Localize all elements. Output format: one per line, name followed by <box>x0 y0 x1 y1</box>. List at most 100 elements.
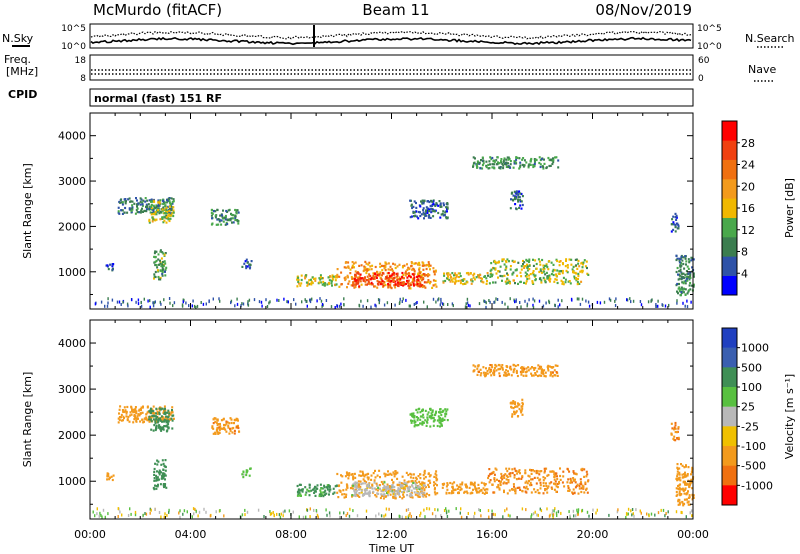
echo-cell <box>467 273 470 276</box>
echo-cell <box>328 490 331 493</box>
echo-cell <box>425 267 428 271</box>
echo-cell <box>537 258 540 261</box>
echo-cell <box>542 484 545 487</box>
echo-cell <box>479 374 482 377</box>
echo-cell <box>323 284 326 287</box>
echo-cell <box>128 197 131 200</box>
echo-cell <box>483 482 486 485</box>
echo-cell <box>441 483 444 486</box>
echo-cell <box>354 493 357 496</box>
echo-cell <box>162 263 165 266</box>
echo-cell <box>416 284 419 287</box>
echo-cell <box>381 482 384 486</box>
speckle-cell <box>129 507 131 511</box>
speckle-cell <box>309 298 311 302</box>
echo-cell <box>536 370 539 373</box>
echo-cell <box>155 474 158 477</box>
echo-cell <box>490 262 493 265</box>
speckle-cell <box>496 298 499 301</box>
speckle-cell <box>193 512 195 516</box>
echo-cell <box>117 206 120 209</box>
echo-cell <box>558 270 561 273</box>
echo-cell <box>537 491 540 494</box>
speckle-cell <box>401 300 403 303</box>
echo-cell <box>545 271 548 274</box>
echo-cell <box>163 419 166 422</box>
echo-cell <box>336 268 339 271</box>
echo-cell <box>154 263 157 267</box>
echo-cell <box>536 374 539 378</box>
echo-cell <box>314 494 317 497</box>
echo-cell <box>127 415 130 418</box>
echo-cell <box>166 411 168 414</box>
echo-cell <box>677 223 680 226</box>
speckle-cell <box>431 512 434 516</box>
echo-cell <box>427 279 430 282</box>
echo-cell <box>425 424 428 427</box>
echo-cell <box>677 287 680 290</box>
speckle-cell <box>520 305 522 309</box>
echo-cell <box>153 424 156 427</box>
echo-cell <box>351 264 354 267</box>
y-tick-label: 1000 <box>58 475 86 488</box>
echo-cell <box>406 279 408 282</box>
echo-cell <box>331 277 334 280</box>
echo-cell <box>406 494 409 497</box>
echo-cell <box>389 490 392 493</box>
echo-cell <box>677 427 680 430</box>
echo-cell <box>122 410 125 414</box>
echo-cell <box>676 463 679 466</box>
echo-cell <box>426 275 429 278</box>
echo-cell <box>564 265 567 268</box>
echo-cell <box>506 281 509 284</box>
echo-cell <box>298 491 301 494</box>
echo-cell <box>157 207 160 210</box>
echo-cell <box>463 491 466 494</box>
echo-cell <box>451 272 454 275</box>
echo-cell <box>377 486 380 489</box>
speckle-cell <box>540 509 543 513</box>
echo-cell <box>164 201 167 204</box>
echo-cell <box>689 281 692 285</box>
echo-cell <box>137 417 139 420</box>
echo-cell <box>558 482 561 485</box>
echo-cell <box>446 482 449 485</box>
echo-cell <box>515 158 518 161</box>
echo-cell <box>472 484 475 487</box>
echo-cell <box>691 266 694 269</box>
echo-cell <box>248 263 251 266</box>
echo-cell <box>692 258 695 261</box>
echo-cell <box>476 166 478 169</box>
echo-cell <box>546 275 549 278</box>
echo-cell <box>463 278 466 281</box>
echo-cell <box>429 264 432 267</box>
echo-cell <box>579 270 582 273</box>
speckle-cell <box>559 303 561 307</box>
echo-cell <box>553 374 556 377</box>
echo-cell <box>511 401 514 404</box>
echo-cell <box>464 282 467 285</box>
speckle-cell <box>495 297 497 301</box>
echo-cell <box>384 264 387 267</box>
speckle-cell <box>117 507 119 511</box>
echo-cell <box>154 428 157 432</box>
echo-cell <box>411 206 414 210</box>
echo-cell <box>357 282 360 285</box>
speckle-cell <box>168 297 171 300</box>
echo-cell <box>545 484 548 488</box>
echo-cell <box>165 424 168 427</box>
echo-cell <box>501 475 504 478</box>
echo-cell <box>321 487 324 490</box>
echo-cell <box>343 266 346 269</box>
echo-cell <box>155 250 158 253</box>
echo-cell <box>513 476 516 479</box>
colorbar-swatch <box>722 256 737 276</box>
echo-cell <box>337 484 340 488</box>
echo-cell <box>446 210 448 213</box>
echo-cell <box>389 485 392 488</box>
echo-cell <box>300 488 303 491</box>
echo-cell <box>434 487 436 490</box>
echo-cell <box>242 470 245 473</box>
echo-cell <box>165 421 168 424</box>
echo-cell <box>559 467 561 470</box>
